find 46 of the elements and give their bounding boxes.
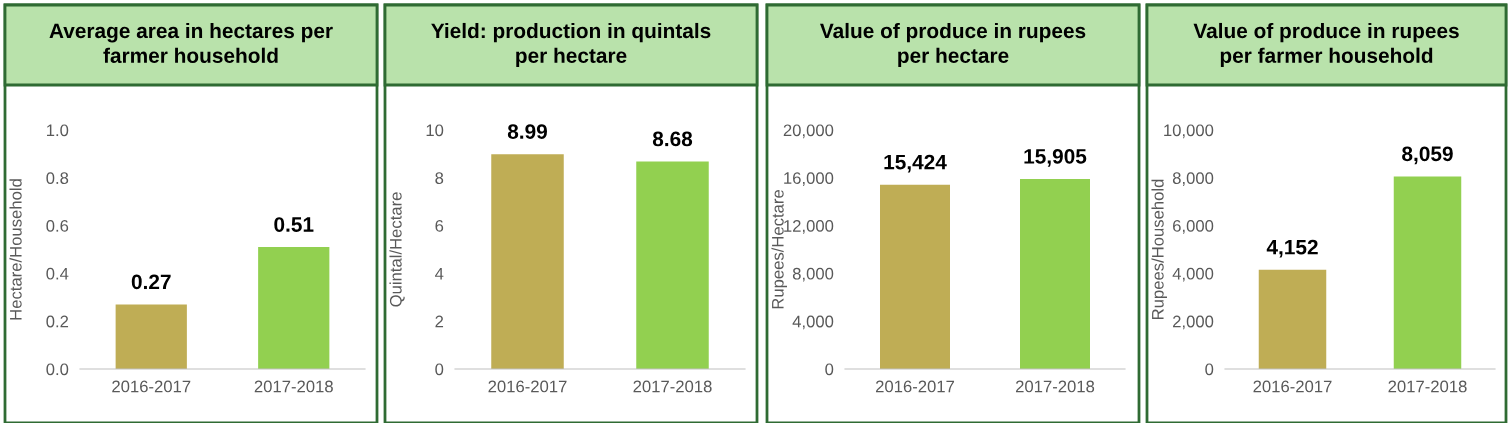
y-tick-label: 0.2: [46, 315, 69, 328]
y-tick-label: 16,000: [784, 172, 834, 186]
y-axis-title: Quintal/Hectare: [389, 192, 405, 307]
y-tick-label: 6: [435, 220, 444, 232]
y-tick-label: 2: [435, 315, 444, 328]
data-label: 15,905: [1024, 148, 1087, 167]
data-label: 8,059: [1402, 146, 1453, 165]
y-tick-label: 4: [435, 267, 444, 280]
x-tick-label: 2016-2017: [112, 380, 191, 393]
y-tick-label: 8: [435, 172, 444, 184]
y-tick-label: 0: [1205, 363, 1214, 376]
chart-title: Yield: production in quintals per hectare: [431, 22, 711, 68]
data-label: 15,424: [884, 154, 947, 173]
y-tick-label: 2,000: [1173, 315, 1214, 330]
y-tick-label: 0.4: [46, 267, 69, 280]
data-label: 0.51: [274, 217, 314, 232]
y-tick-label: 10,000: [1164, 124, 1214, 139]
data-label: 8.68: [652, 131, 693, 147]
x-tick-label: 2016-2017: [488, 380, 567, 393]
y-tick-label: 6,000: [1173, 220, 1214, 234]
y-tick-label: 8,000: [1172, 172, 1214, 186]
data-label: 0.27: [131, 274, 171, 290]
chart-title: Value of produce in rupees per farmer household: [1193, 22, 1459, 68]
y-axis-title: Hectare/Household: [9, 179, 22, 320]
y-tick-label: 10: [426, 124, 444, 137]
y-tick-label: 0.0: [46, 363, 69, 376]
chart-title: Average area in hectares per farmer household: [49, 22, 333, 63]
x-tick-label: 2016-2017: [1253, 380, 1332, 393]
y-tick-label: 1.0: [46, 124, 69, 137]
x-tick-label: 2017-2018: [254, 380, 333, 393]
data-label: 8.99: [507, 124, 547, 139]
chart-title: Value of produce in rupees per hectare: [820, 22, 1086, 68]
y-tick-label: 8,000: [792, 267, 834, 282]
y-axis-title: Rupees/Household: [1151, 179, 1167, 320]
y-tick-label: 0: [825, 363, 834, 376]
y-tick-label: 0.6: [46, 220, 69, 232]
x-tick-label: 2017-2018: [633, 380, 712, 393]
y-tick-label: 4,000: [1172, 267, 1214, 282]
x-tick-label: 2017-2018: [1015, 380, 1095, 393]
y-tick-label: 20,000: [783, 124, 834, 139]
y-tick-label: 0: [435, 363, 444, 376]
y-tick-label: 4,000: [792, 315, 834, 330]
y-tick-label: 0.8: [46, 172, 69, 184]
x-tick-label: 2017-2018: [1388, 380, 1467, 393]
data-label: 4,152: [1266, 239, 1318, 258]
x-tick-label: 2016-2017: [875, 380, 955, 393]
